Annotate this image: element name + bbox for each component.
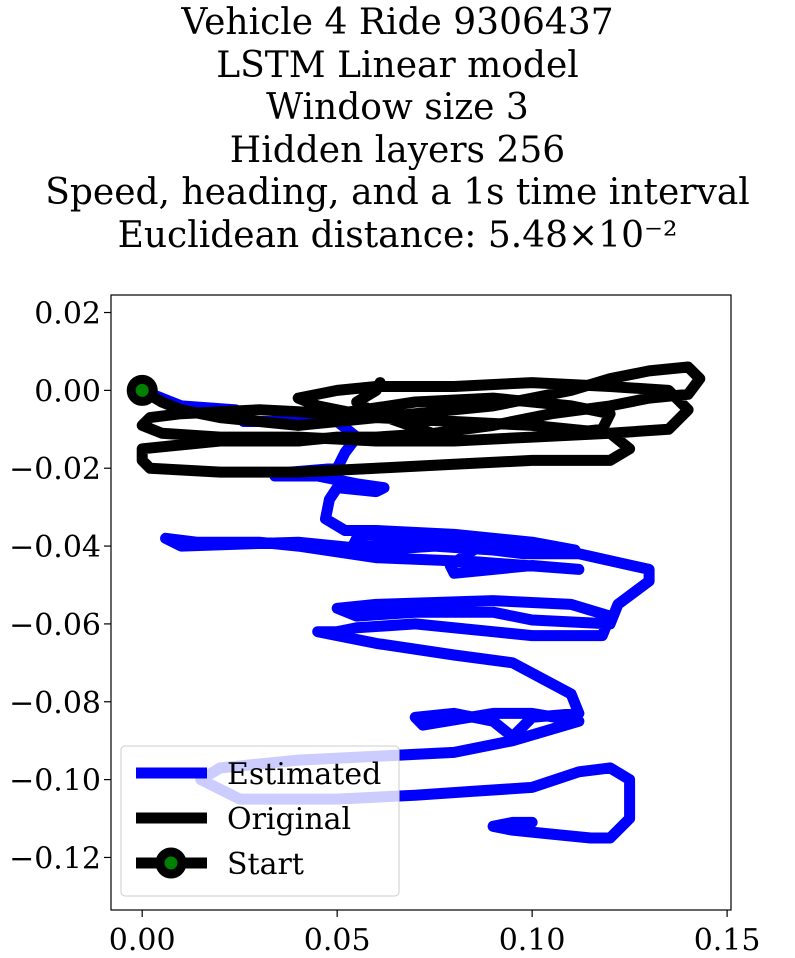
series-line-original bbox=[136, 361, 706, 478]
plot-frame bbox=[110, 294, 732, 911]
x-tick-label: 0.00 bbox=[109, 923, 176, 958]
y-tick-label: −0.06 bbox=[9, 608, 101, 643]
y-axis: 0.02 0.00 −0.02 −0.04 −0.06 −0.08 −0.10 −0.12 bbox=[9, 297, 111, 876]
x-axis: 0.00 0.05 0.10 0.15 bbox=[109, 910, 761, 958]
title-line: Window size 3 bbox=[266, 87, 529, 128]
y-tick-label: −0.08 bbox=[9, 686, 101, 721]
legend-label-estimated: Estimated bbox=[227, 757, 381, 792]
title-line: Hidden layers 256 bbox=[229, 129, 566, 171]
legend: Estimated Original Start bbox=[120, 745, 400, 897]
legend-label-original: Original bbox=[227, 802, 351, 837]
y-tick-label: −0.12 bbox=[9, 841, 101, 876]
title-line: Vehicle 4 Ride 9306437 bbox=[181, 2, 614, 43]
y-tick-label: 0.02 bbox=[34, 297, 101, 332]
legend-marker-start bbox=[155, 847, 187, 879]
chart-title: Vehicle 4 Ride 9306437 LSTM Linear model… bbox=[0, 2, 795, 257]
title-line: LSTM Linear model bbox=[216, 44, 579, 86]
x-tick-label: 0.10 bbox=[499, 923, 566, 958]
y-tick-label: −0.04 bbox=[9, 530, 101, 565]
title-line: Speed, heading, and a 1s time interval bbox=[45, 172, 750, 213]
x-tick-label: 0.05 bbox=[304, 923, 371, 958]
y-tick-label: 0.00 bbox=[34, 374, 101, 409]
start-marker bbox=[126, 374, 158, 406]
y-tick-label: −0.02 bbox=[9, 452, 101, 487]
legend-label-start: Start bbox=[227, 847, 304, 882]
x-tick-label: 0.15 bbox=[694, 923, 761, 958]
title-line: Euclidean distance: 5.48×10⁻² bbox=[117, 214, 678, 256]
y-tick-label: −0.10 bbox=[9, 764, 101, 799]
